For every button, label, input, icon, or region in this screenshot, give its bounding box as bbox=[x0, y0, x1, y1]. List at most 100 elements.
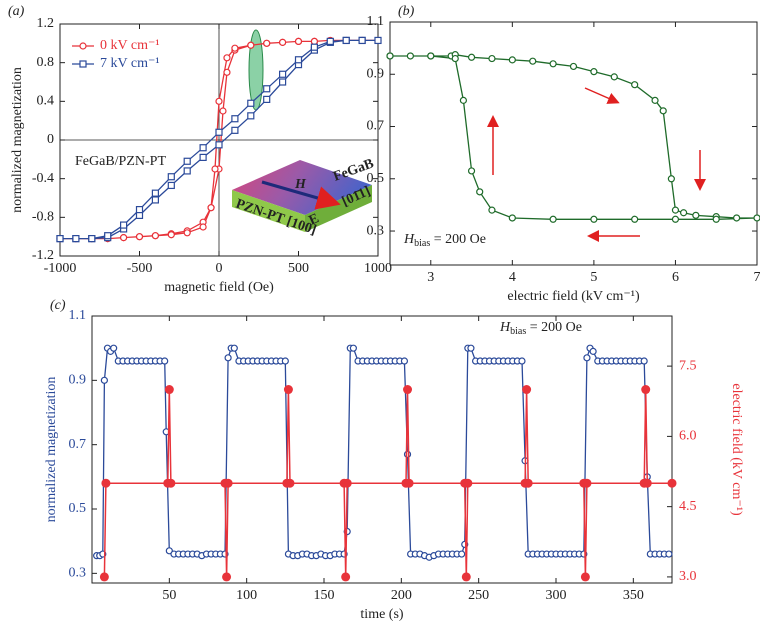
x-axis-label: time (s) bbox=[360, 607, 403, 622]
annotation-part: bias bbox=[510, 326, 526, 337]
x-tick-label: 1000 bbox=[364, 261, 392, 276]
annotation: Hbias = 200 Oe bbox=[403, 232, 486, 249]
marker bbox=[651, 96, 659, 104]
marker bbox=[508, 214, 516, 222]
marker bbox=[374, 36, 382, 45]
y-tick-label: 1.1 bbox=[367, 14, 385, 29]
inset-film bbox=[232, 160, 372, 215]
marker bbox=[183, 229, 191, 237]
annotation: FeGaB/PZN-PT bbox=[75, 154, 166, 169]
marker bbox=[211, 165, 219, 173]
y-tick-label: -1.2 bbox=[32, 248, 54, 263]
marker bbox=[310, 43, 318, 51]
marker bbox=[285, 478, 295, 488]
marker bbox=[101, 478, 111, 488]
marker bbox=[671, 206, 680, 214]
marker bbox=[342, 478, 352, 488]
marker bbox=[72, 235, 80, 243]
marker bbox=[529, 57, 537, 65]
marker bbox=[522, 385, 532, 395]
marker bbox=[223, 54, 231, 62]
x-tick-label: 3 bbox=[427, 270, 434, 285]
x-tick-label: 4 bbox=[509, 270, 516, 285]
series-line bbox=[60, 39, 378, 240]
marker bbox=[247, 112, 255, 120]
legend-marker bbox=[79, 60, 87, 68]
marker bbox=[589, 347, 597, 355]
marker bbox=[166, 478, 176, 488]
marker bbox=[247, 99, 255, 107]
marker bbox=[199, 153, 207, 161]
series-line bbox=[96, 346, 669, 558]
x-tick-label: 500 bbox=[288, 261, 309, 276]
marker bbox=[590, 68, 598, 76]
series-line bbox=[390, 54, 758, 220]
marker bbox=[679, 209, 688, 217]
y-tick-label: 1.1 bbox=[69, 308, 87, 323]
marker bbox=[403, 385, 413, 395]
marker bbox=[406, 52, 414, 60]
marker bbox=[467, 53, 476, 61]
legend-marker bbox=[79, 42, 87, 50]
x-axis-label: electric field (kV cm⁻¹) bbox=[507, 289, 640, 304]
y-tick-label: 0.7 bbox=[367, 119, 385, 134]
marker bbox=[219, 107, 227, 115]
marker bbox=[135, 233, 144, 241]
marker bbox=[451, 54, 459, 63]
marker bbox=[358, 36, 366, 45]
panel-label: (c) bbox=[50, 298, 66, 313]
x-tick-label: -1000 bbox=[44, 261, 77, 276]
y-axis-label: normalized magnetization bbox=[10, 67, 25, 213]
arrow bbox=[584, 87, 620, 104]
marker bbox=[476, 188, 484, 196]
marker bbox=[467, 344, 475, 352]
marker bbox=[279, 70, 287, 78]
arrows bbox=[487, 87, 706, 242]
marker bbox=[712, 215, 720, 223]
marker bbox=[263, 95, 271, 104]
y-tick-label: 0.5 bbox=[367, 171, 385, 186]
marker bbox=[692, 211, 700, 219]
marker bbox=[667, 175, 675, 183]
marker bbox=[326, 37, 334, 46]
x-tick-label: 200 bbox=[391, 588, 412, 603]
marker bbox=[161, 357, 169, 365]
marker bbox=[88, 235, 96, 243]
marker bbox=[151, 189, 159, 197]
marker bbox=[119, 221, 128, 229]
x-tick-label: 50 bbox=[162, 588, 176, 603]
marker bbox=[99, 572, 109, 582]
marker bbox=[119, 234, 128, 242]
marker bbox=[386, 52, 394, 60]
marker bbox=[199, 223, 207, 231]
marker bbox=[151, 232, 159, 240]
y-tick-label: 0.3 bbox=[367, 223, 385, 238]
marker bbox=[215, 97, 223, 105]
marker bbox=[659, 107, 667, 115]
marker bbox=[671, 215, 680, 223]
x-tick-label: 7 bbox=[754, 270, 760, 285]
y-tick-label: 0.4 bbox=[37, 94, 55, 109]
marker bbox=[263, 85, 271, 93]
inset: FeGaB H PZN-PT [100] E [01̄1] bbox=[232, 156, 376, 238]
marker bbox=[56, 235, 64, 243]
marker bbox=[641, 385, 651, 395]
series-line bbox=[60, 39, 378, 240]
y2-tick-label: 3.0 bbox=[679, 569, 697, 584]
marker bbox=[247, 41, 255, 49]
marker bbox=[199, 144, 207, 152]
marker bbox=[342, 36, 350, 45]
marker bbox=[458, 550, 466, 558]
marker bbox=[135, 211, 144, 219]
y-tick-label: 1.2 bbox=[37, 16, 55, 31]
panel-label: (a) bbox=[8, 4, 25, 19]
marker bbox=[590, 215, 598, 223]
marker bbox=[231, 44, 239, 52]
marker bbox=[461, 572, 471, 582]
marker bbox=[294, 37, 303, 46]
annotation-part: = 200 Oe bbox=[430, 232, 486, 247]
marker bbox=[404, 478, 414, 488]
plot-frame bbox=[91, 315, 673, 584]
marker bbox=[110, 344, 118, 352]
marker bbox=[753, 214, 760, 222]
